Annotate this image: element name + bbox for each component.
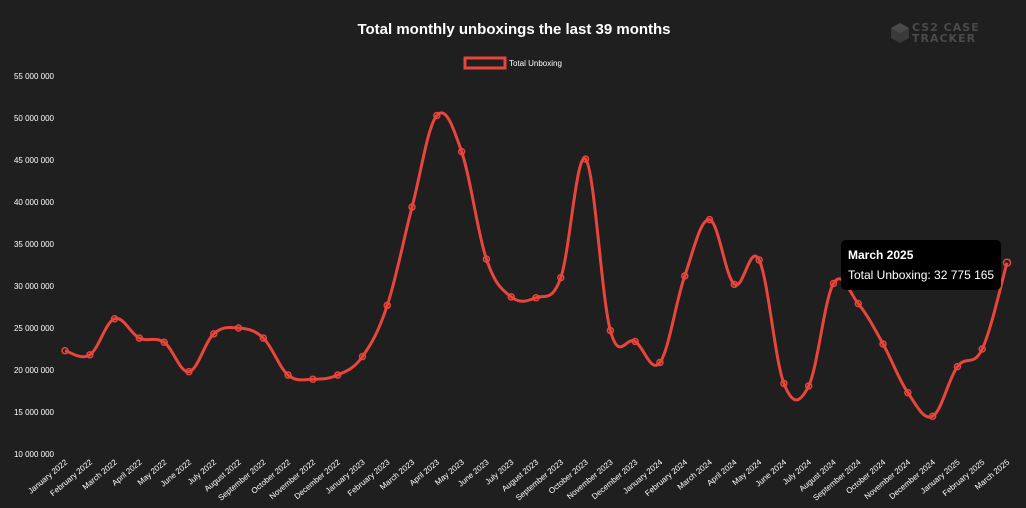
y-tick-label: 25 000 000 <box>14 324 55 333</box>
logo-text-line2: TRACKER <box>912 32 976 45</box>
data-point[interactable] <box>680 272 689 280</box>
data-point[interactable] <box>928 412 937 420</box>
data-point[interactable] <box>110 315 119 323</box>
data-point[interactable] <box>61 346 69 355</box>
data-point[interactable] <box>507 293 515 301</box>
y-tick-label: 35 000 000 <box>14 240 55 249</box>
y-tick-label: 15 000 000 <box>14 408 55 417</box>
y-tick-label: 30 000 000 <box>14 282 55 291</box>
data-point[interactable] <box>656 358 664 367</box>
data-point[interactable] <box>457 147 466 156</box>
y-tick-label: 50 000 000 <box>14 114 55 123</box>
legend-swatch <box>463 56 507 70</box>
data-point[interactable] <box>408 203 416 211</box>
legend[interactable]: Total Unboxing <box>463 56 562 70</box>
data-point[interactable] <box>383 301 392 310</box>
y-tick-label: 10 000 000 <box>14 450 55 459</box>
data-point[interactable] <box>532 294 540 302</box>
data-point[interactable] <box>358 352 367 361</box>
data-point[interactable] <box>309 375 317 383</box>
data-point[interactable] <box>209 330 218 338</box>
y-tick-label: 40 000 000 <box>14 198 55 207</box>
data-point[interactable] <box>581 155 590 163</box>
data-point[interactable] <box>482 255 491 263</box>
y-tick-label: 55 000 000 <box>14 72 55 81</box>
data-point[interactable] <box>86 351 94 359</box>
data-point[interactable] <box>904 388 912 397</box>
data-point[interactable] <box>705 215 714 224</box>
data-point[interactable] <box>606 326 615 335</box>
logo-cube-icon <box>891 23 909 43</box>
data-point[interactable] <box>780 379 788 388</box>
data-point[interactable] <box>557 273 565 282</box>
data-point[interactable] <box>259 334 268 342</box>
tooltip-title: March 2025 <box>848 248 914 262</box>
data-point[interactable] <box>1002 258 1012 267</box>
brand-logo: CS2 CASE TRACKER <box>891 21 980 45</box>
series-total-unboxing <box>61 111 1012 420</box>
data-point[interactable] <box>978 345 986 353</box>
series-line <box>64 111 1009 419</box>
logo-text-line1: CS2 CASE <box>912 21 980 34</box>
data-point[interactable] <box>185 367 193 376</box>
y-tick-label: 45 000 000 <box>14 156 55 165</box>
data-point[interactable] <box>854 299 863 308</box>
data-point[interactable] <box>755 256 763 264</box>
data-point[interactable] <box>829 279 838 288</box>
data-point[interactable] <box>284 371 292 379</box>
data-point[interactable] <box>160 338 168 347</box>
data-point[interactable] <box>953 362 962 371</box>
data-point[interactable] <box>135 334 144 342</box>
data-point[interactable] <box>631 337 639 346</box>
data-point[interactable] <box>234 324 243 332</box>
data-point[interactable] <box>804 382 813 390</box>
y-axis: 10 000 000 15 000 000 20 000 000 25 000 000… <box>14 72 55 459</box>
data-point[interactable] <box>333 371 342 379</box>
y-tick-label: 20 000 000 <box>14 366 55 375</box>
legend-label: Total Unboxing <box>509 59 562 68</box>
chart-title: Total monthly unboxings the last 39 mont… <box>357 21 670 38</box>
data-point[interactable] <box>730 280 739 289</box>
data-point[interactable] <box>879 340 887 348</box>
tooltip-label: Total Unboxing: 32 775 165 <box>848 268 995 282</box>
data-point[interactable] <box>433 111 441 120</box>
data-tooltip: March 2025 Total Unboxing: 32 775 165 <box>841 240 1002 290</box>
